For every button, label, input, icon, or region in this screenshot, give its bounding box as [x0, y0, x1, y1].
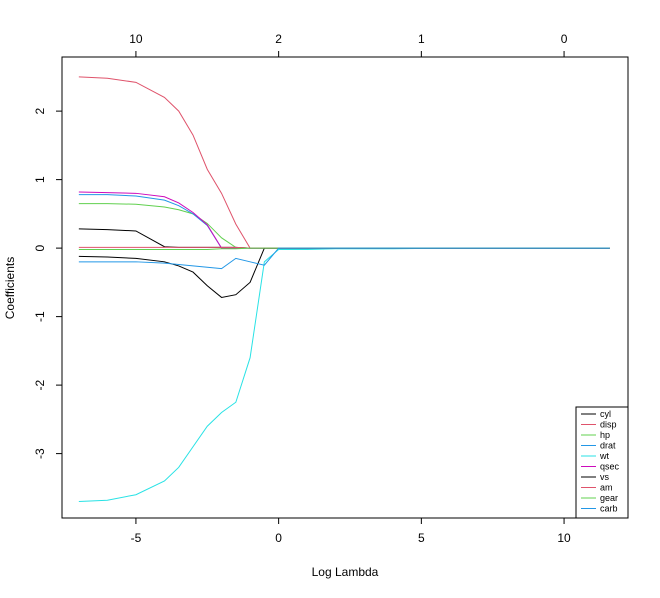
- x-axis-label: Log Lambda: [312, 565, 379, 579]
- y-axis-label: Coefficients: [3, 257, 17, 319]
- top-tick-label: 2: [275, 32, 282, 46]
- series-line: [78, 228, 610, 249]
- y-tick-label: -3: [33, 448, 47, 459]
- legend-label: cyl: [600, 409, 611, 419]
- series-line: [78, 247, 610, 298]
- series-line: [78, 76, 610, 249]
- series-line: [78, 247, 610, 503]
- legend-label: drat: [600, 441, 616, 451]
- legend-label: hp: [600, 430, 610, 440]
- legend-box: [575, 406, 629, 519]
- x-tick-label: 5: [418, 531, 425, 545]
- plot-frame: [61, 56, 629, 519]
- legend-label: qsec: [600, 462, 620, 472]
- y-tick-label: 2: [33, 107, 47, 114]
- legend-label: gear: [600, 493, 618, 503]
- series-line: [78, 203, 610, 249]
- y-tick-label: 1: [33, 176, 47, 183]
- series-line: [78, 247, 610, 270]
- top-tick-label: 0: [561, 32, 568, 46]
- x-tick-label: 10: [557, 531, 571, 545]
- top-tick-label: 1: [418, 32, 425, 46]
- top-tick-label: 10: [129, 32, 143, 46]
- legend-label: carb: [600, 504, 618, 514]
- y-tick-label: -2: [33, 379, 47, 390]
- series-line: [78, 191, 610, 249]
- legend-label: wt: [599, 451, 609, 461]
- y-tick-label: -1: [33, 311, 47, 322]
- x-tick-label: -5: [131, 531, 142, 545]
- legend-label: vs: [600, 472, 610, 482]
- y-tick-label: 0: [33, 244, 47, 251]
- legend-label: am: [600, 483, 613, 493]
- legend-label: disp: [600, 420, 617, 430]
- x-tick-label: 0: [275, 531, 282, 545]
- series-line: [78, 194, 610, 249]
